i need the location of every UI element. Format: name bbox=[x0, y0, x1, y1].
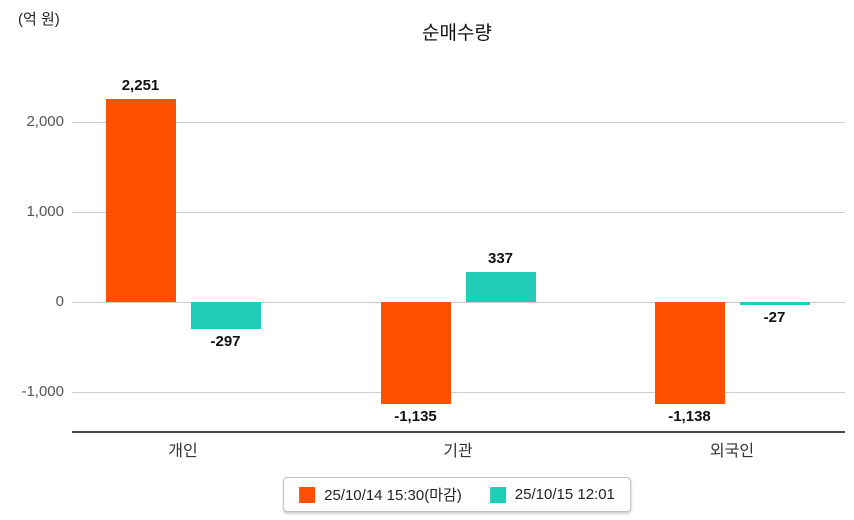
series2-swatch-icon bbox=[489, 486, 506, 503]
chart-bar bbox=[654, 302, 725, 405]
bar-value-label: -297 bbox=[210, 332, 241, 350]
chart-title: 순매수량 bbox=[422, 23, 492, 44]
bar-value-label: -1,135 bbox=[394, 408, 437, 426]
gridline bbox=[72, 121, 845, 123]
chart-bar bbox=[465, 271, 536, 302]
chart-bar bbox=[380, 302, 451, 405]
legend-item-series2: 25/10/15 12:01 bbox=[489, 486, 615, 503]
chart-bar bbox=[739, 302, 810, 305]
x-axis-line bbox=[72, 431, 845, 433]
bar-value-label: -27 bbox=[763, 309, 786, 326]
gridline bbox=[72, 391, 845, 393]
series1-swatch-icon bbox=[299, 486, 316, 503]
chart-bar bbox=[105, 99, 176, 302]
y-axis-tick-label: 2,000 bbox=[26, 113, 64, 130]
bar-value-label: 2,251 bbox=[121, 77, 160, 95]
bar-value-label: -1,138 bbox=[668, 408, 711, 426]
gridline bbox=[72, 211, 845, 213]
legend-label-series2: 25/10/15 12:01 bbox=[514, 486, 615, 503]
x-axis-category-label: 개인 bbox=[168, 443, 198, 460]
bar-value-label: 337 bbox=[487, 249, 514, 267]
y-axis-tick-label: -1,000 bbox=[21, 383, 64, 400]
chart-bar bbox=[190, 302, 261, 329]
legend-item-series1: 25/10/14 15:30(마감) bbox=[299, 484, 462, 505]
y-axis-tick-label: 0 bbox=[55, 293, 64, 310]
legend-label-series1: 25/10/14 15:30(마감) bbox=[324, 487, 462, 504]
x-axis-category-label: 기관 bbox=[443, 443, 473, 460]
x-axis-category-label: 외국인 bbox=[709, 443, 755, 460]
y-axis-tick-label: 1,000 bbox=[26, 203, 64, 220]
gridline bbox=[72, 301, 845, 303]
y-axis-unit-label: (억 원) bbox=[18, 11, 60, 28]
legend: 25/10/14 15:30(마감) 25/10/15 12:01 bbox=[283, 477, 631, 512]
